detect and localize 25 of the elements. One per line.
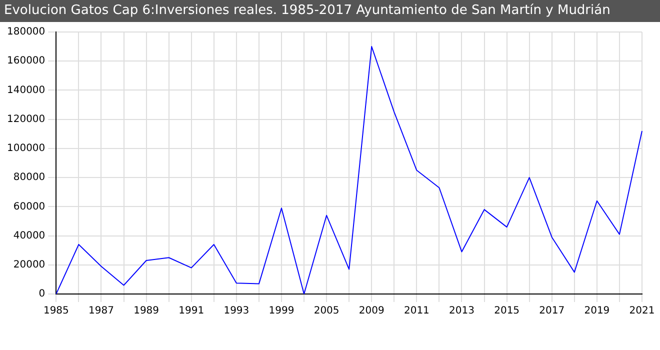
x-tick-label: 1993 xyxy=(224,306,250,317)
x-tick-label: 1999 xyxy=(268,306,294,317)
x-tick-label: 1985 xyxy=(43,306,69,317)
x-tick-label: 2009 xyxy=(358,306,384,317)
chart-title: Evolucion Gatos Cap 6:Inversiones reales. 1985-2017 Ayuntamiento de San Martín y Mudrián xyxy=(0,0,660,22)
y-tick-label: 100000 xyxy=(6,143,46,154)
y-tick-label: 140000 xyxy=(6,84,46,96)
y-tick-label: 120000 xyxy=(6,114,46,125)
x-tick-label: 2015 xyxy=(494,306,520,317)
y-tick-label: 20000 xyxy=(13,259,46,270)
x-tick-label: 1989 xyxy=(134,306,160,317)
x-tick-label: 2021 xyxy=(629,306,655,317)
x-tick-label: 1991 xyxy=(178,306,204,317)
x-tick-label: 2017 xyxy=(539,306,565,317)
y-tick-label: 0 xyxy=(38,288,46,300)
y-tick-label: 160000 xyxy=(6,56,46,67)
y-tick-label: 180000 xyxy=(6,26,46,38)
x-tick-label: 2011 xyxy=(404,306,430,317)
x-tick-label: 2013 xyxy=(449,306,474,317)
y-tick-label: 60000 xyxy=(13,201,46,212)
y-tick-label: 80000 xyxy=(13,172,46,184)
y-tick-label: 40000 xyxy=(13,230,46,242)
x-tick-label: 2005 xyxy=(314,306,340,317)
x-tick-label: 1987 xyxy=(88,306,114,317)
x-tick-label: 2019 xyxy=(584,306,610,317)
